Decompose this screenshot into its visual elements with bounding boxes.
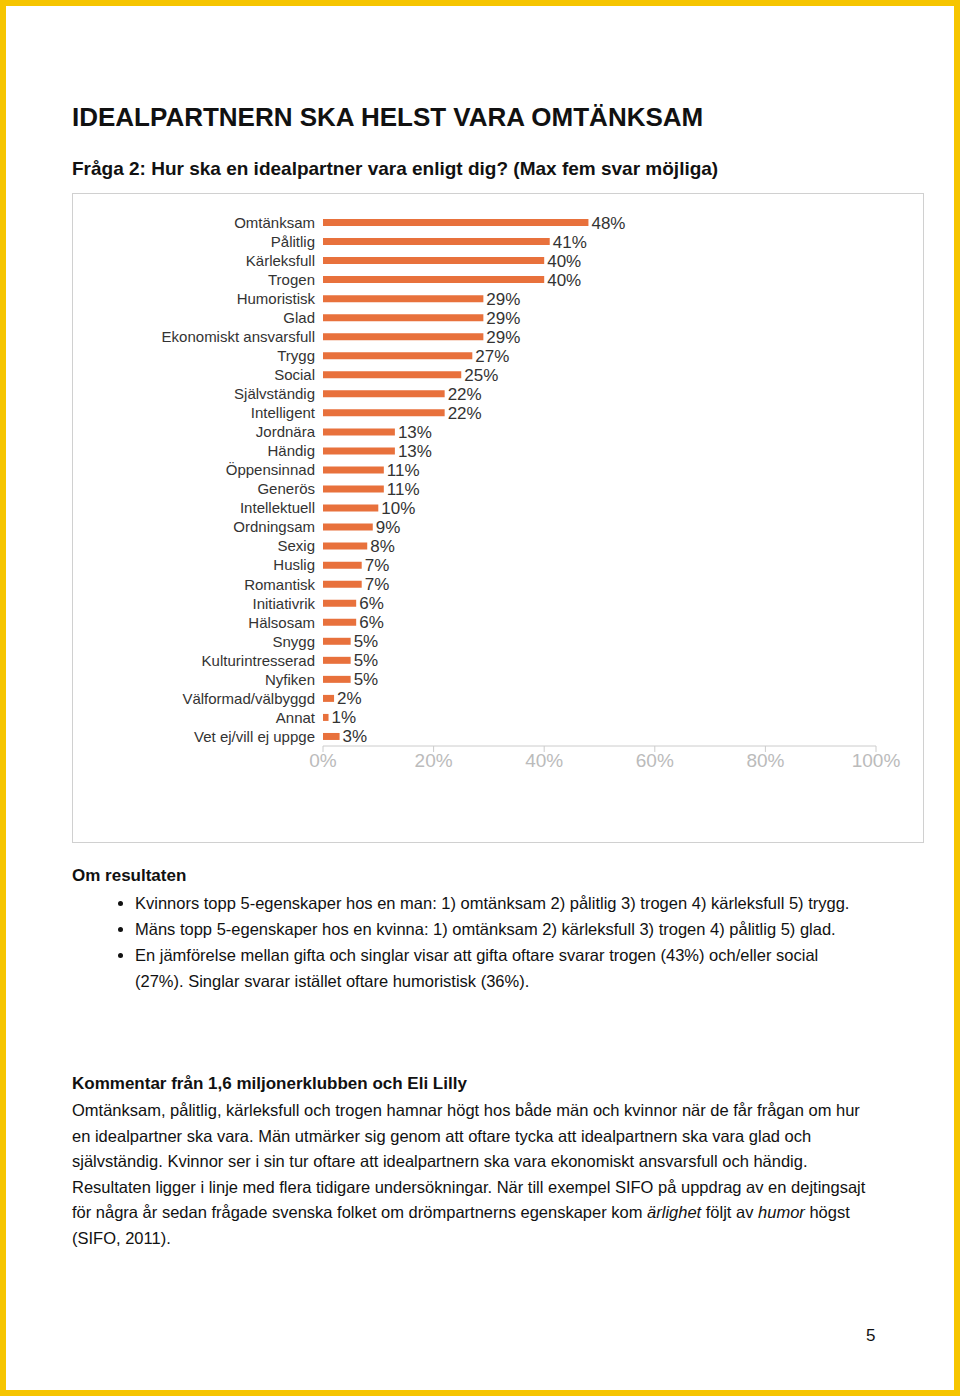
svg-text:Hälsosam: Hälsosam	[248, 614, 315, 631]
svg-text:Omtänksam: Omtänksam	[234, 214, 315, 231]
svg-text:5%: 5%	[354, 632, 379, 651]
svg-text:22%: 22%	[448, 404, 482, 423]
svg-text:Välformad/välbyggd: Välformad/välbyggd	[182, 690, 315, 707]
svg-text:41%: 41%	[553, 233, 587, 252]
svg-text:29%: 29%	[486, 328, 520, 347]
svg-text:40%: 40%	[525, 750, 563, 771]
svg-text:5%: 5%	[354, 670, 379, 689]
svg-text:Annat: Annat	[276, 709, 316, 726]
svg-text:6%: 6%	[359, 613, 384, 632]
svg-text:Vet ej/vill ej uppge: Vet ej/vill ej uppge	[194, 728, 315, 745]
svg-text:Glad: Glad	[283, 309, 315, 326]
svg-text:Huslig: Huslig	[273, 556, 315, 573]
svg-text:5%: 5%	[354, 651, 379, 670]
html-text:5: 5	[866, 1326, 876, 1345]
svg-text:Trogen: Trogen	[268, 271, 315, 288]
svg-text:80%: 80%	[746, 750, 784, 771]
svg-text:100%: 100%	[852, 750, 901, 771]
svg-text:0%: 0%	[309, 750, 337, 771]
svg-text:3%: 3%	[343, 727, 368, 746]
svg-text:Ekonomiskt ansvarsfull: Ekonomiskt ansvarsfull	[162, 328, 315, 345]
svg-text:Kulturintresserad: Kulturintresserad	[202, 652, 315, 669]
svg-text:Sexig: Sexig	[277, 537, 315, 554]
svg-text:Generös: Generös	[257, 480, 315, 497]
html-text:Kommentar från 1,6 miljonerklu: Kommentar från 1,6 miljonerklubben och E…	[72, 1074, 467, 1093]
svg-text:48%: 48%	[591, 214, 625, 233]
svg-text:Öppensinnad: Öppensinnad	[226, 461, 315, 478]
svg-text:22%: 22%	[448, 385, 482, 404]
svg-text:Intelligent: Intelligent	[251, 404, 316, 421]
svg-text:40%: 40%	[547, 252, 581, 271]
svg-text:40%: 40%	[547, 271, 581, 290]
svg-text:Händig: Händig	[267, 442, 315, 459]
svg-text:Nyfiken: Nyfiken	[265, 671, 315, 688]
svg-text:Initiativrik: Initiativrik	[252, 595, 315, 612]
svg-text:10%: 10%	[381, 499, 415, 518]
html-text:En jämförelse mellan gifta och: En jämförelse mellan gifta och singlar v…	[135, 946, 819, 990]
svg-text:13%: 13%	[398, 423, 432, 442]
svg-text:Trygg: Trygg	[277, 347, 315, 364]
svg-text:2%: 2%	[337, 689, 362, 708]
svg-text:Romantisk: Romantisk	[244, 576, 315, 593]
svg-text:Pålitlig: Pålitlig	[271, 233, 315, 250]
svg-text:9%: 9%	[376, 518, 401, 537]
html-text:Om resultaten: Om resultaten	[72, 866, 187, 885]
svg-text:11%: 11%	[387, 480, 420, 499]
html-text:IDEALPARTNERN SKA HELST VARA O: IDEALPARTNERN SKA HELST VARA OMTÄNKSAM	[72, 102, 704, 132]
svg-text:29%: 29%	[486, 290, 520, 309]
html-text:Fråga 2: Hur ska en idealpartn: Fråga 2: Hur ska en idealpartner vara en…	[72, 158, 719, 179]
svg-text:6%: 6%	[359, 594, 384, 613]
html-text:Kvinnors topp 5-egenskaper hos: Kvinnors topp 5-egenskaper hos en man: 1…	[135, 894, 850, 912]
svg-text:25%: 25%	[464, 366, 498, 385]
svg-text:29%: 29%	[486, 309, 520, 328]
html-text:Omtänksam, pålitlig, kärleksfu: Omtänksam, pålitlig, kärleksfull och tro…	[72, 1101, 866, 1247]
svg-text:11%: 11%	[387, 461, 420, 480]
svg-text:Intellektuell: Intellektuell	[240, 499, 315, 516]
svg-text:7%: 7%	[365, 556, 390, 575]
svg-text:Jordnära: Jordnära	[256, 423, 316, 440]
svg-text:Självständig: Självständig	[234, 385, 315, 402]
svg-text:20%: 20%	[415, 750, 453, 771]
svg-text:Social: Social	[274, 366, 315, 383]
svg-text:8%: 8%	[370, 537, 395, 556]
svg-text:60%: 60%	[636, 750, 674, 771]
svg-text:Ordningsam: Ordningsam	[233, 518, 315, 535]
svg-text:27%: 27%	[475, 347, 509, 366]
svg-text:13%: 13%	[398, 442, 432, 461]
svg-text:Humoristisk: Humoristisk	[237, 290, 316, 307]
svg-text:1%: 1%	[332, 708, 357, 727]
svg-text:Snygg: Snygg	[272, 633, 315, 650]
svg-text:Kärleksfull: Kärleksfull	[246, 252, 315, 269]
html-text:Mäns topp 5-egenskaper hos en: Mäns topp 5-egenskaper hos en kvinna: 1)…	[135, 920, 836, 938]
svg-text:7%: 7%	[365, 575, 390, 594]
